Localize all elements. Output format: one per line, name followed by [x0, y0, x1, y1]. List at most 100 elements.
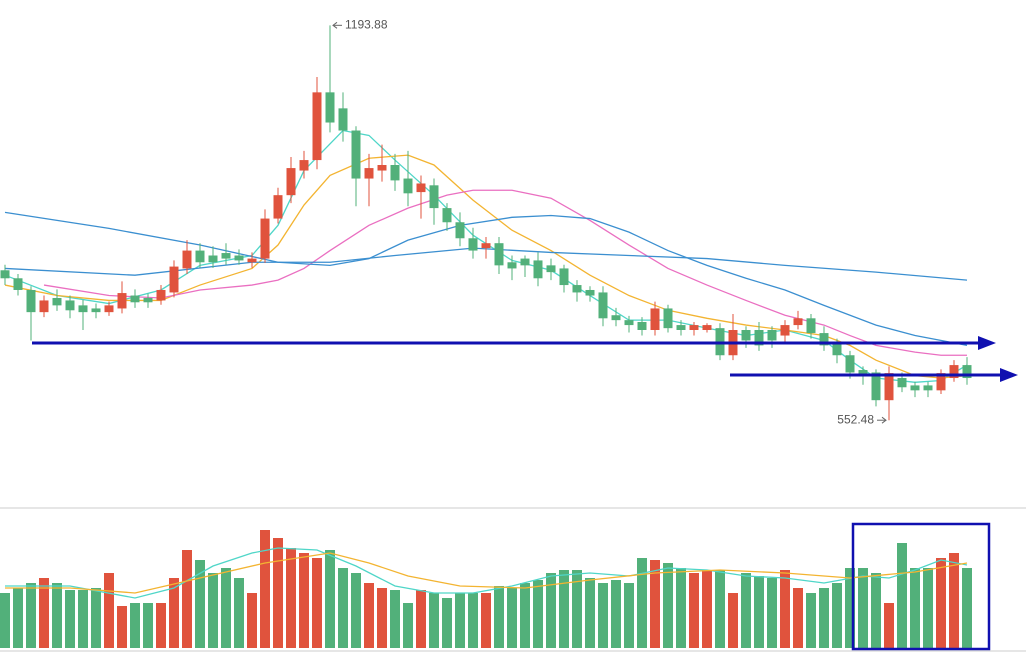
- volume-bar: [585, 578, 595, 648]
- candle-body: [286, 168, 296, 196]
- candle-body: [780, 325, 790, 336]
- volume-bar: [624, 583, 634, 648]
- volume-bar: [936, 558, 946, 648]
- candle-body: [676, 325, 686, 330]
- candle-body: [26, 289, 36, 313]
- candle-body: [962, 365, 972, 379]
- volume-bar: [377, 588, 387, 648]
- volume-bar: [260, 530, 270, 648]
- arrow-head: [1000, 368, 1018, 382]
- candle-body: [182, 250, 192, 269]
- candle-body: [377, 165, 387, 171]
- volume-bar: [117, 606, 127, 648]
- candle-body: [208, 255, 218, 263]
- volume-bar: [858, 568, 868, 648]
- candle-body: [364, 168, 374, 179]
- candle-body: [650, 308, 660, 330]
- candle-body: [221, 253, 231, 259]
- volume-bar: [598, 583, 608, 648]
- candle-body: [702, 325, 712, 330]
- volume-bar: [351, 573, 361, 648]
- candle-body: [325, 92, 335, 123]
- volume-bar: [195, 560, 205, 648]
- volume-bar: [728, 593, 738, 648]
- volume-bar: [507, 588, 517, 648]
- volume-bar: [52, 583, 62, 648]
- min-label: 552.48: [837, 412, 874, 426]
- volume-bar: [572, 570, 582, 648]
- candle-body: [507, 262, 517, 269]
- volume-bar: [156, 603, 166, 648]
- candle-body: [481, 243, 491, 249]
- candle-body: [598, 292, 608, 319]
- candle-body: [767, 330, 777, 341]
- volume-bar: [325, 550, 335, 648]
- volume-bar: [273, 538, 283, 648]
- candle-body: [884, 373, 894, 401]
- volume-bar: [65, 590, 75, 648]
- volume-bar: [221, 568, 231, 648]
- candle-body: [858, 370, 868, 376]
- candle-body: [104, 305, 114, 313]
- candle-body: [559, 268, 569, 286]
- candle-body: [0, 270, 10, 279]
- candle-body: [637, 321, 647, 330]
- candle-body: [52, 297, 62, 306]
- volume-bar: [78, 590, 88, 648]
- volume-bar: [286, 548, 296, 648]
- volume-bar: [247, 593, 257, 648]
- volume-bar: [611, 580, 621, 648]
- volume-bar: [130, 603, 140, 648]
- volume-bar: [910, 568, 920, 648]
- candle-body: [390, 165, 400, 181]
- moving-average-line: [43, 189, 967, 356]
- candle-body: [832, 343, 842, 356]
- arrow-head: [978, 336, 996, 350]
- volume-bar: [169, 578, 179, 648]
- candle-body: [195, 250, 205, 263]
- volume-bar: [884, 603, 894, 648]
- volume-bar: [312, 558, 322, 648]
- candle-body: [806, 318, 816, 334]
- volume-bar: [26, 583, 36, 648]
- volume-bar: [793, 588, 803, 648]
- candle-body: [689, 325, 699, 330]
- candle-body: [624, 320, 634, 326]
- moving-average-line: [5, 552, 968, 594]
- volume-bar: [533, 580, 543, 648]
- volume-bar: [754, 576, 764, 648]
- candle-body: [845, 355, 855, 373]
- volume-bar: [806, 593, 816, 648]
- volume-bar: [741, 573, 751, 648]
- candle-body: [533, 260, 543, 279]
- annotation-arrow: [332, 21, 338, 29]
- candle-body: [351, 130, 361, 179]
- volume-bar: [676, 568, 686, 648]
- volume-bar: [520, 583, 530, 648]
- candle-body: [117, 293, 127, 309]
- volume-bar: [949, 553, 959, 648]
- volume-bar: [689, 573, 699, 648]
- volume-bar: [637, 558, 647, 648]
- candle-body: [442, 208, 452, 223]
- volume-bar: [13, 588, 23, 648]
- candle-body: [793, 318, 803, 326]
- volume-bar: [416, 590, 426, 648]
- moving-average-line: [4, 247, 968, 281]
- candle-body: [455, 222, 465, 239]
- volume-bar: [182, 550, 192, 648]
- volume-bar: [923, 568, 933, 648]
- candle-body: [39, 300, 49, 313]
- volume-bar: [403, 603, 413, 648]
- annotations: [32, 336, 1018, 651]
- candle-body: [273, 195, 283, 219]
- volume-bar: [234, 578, 244, 648]
- candle-body: [494, 243, 504, 266]
- candle-body: [923, 385, 933, 391]
- candle-body: [897, 378, 907, 388]
- volume-bar: [468, 593, 478, 648]
- candle-body: [663, 308, 673, 329]
- moving-average-line: [4, 211, 968, 347]
- volume-bar: [962, 568, 972, 648]
